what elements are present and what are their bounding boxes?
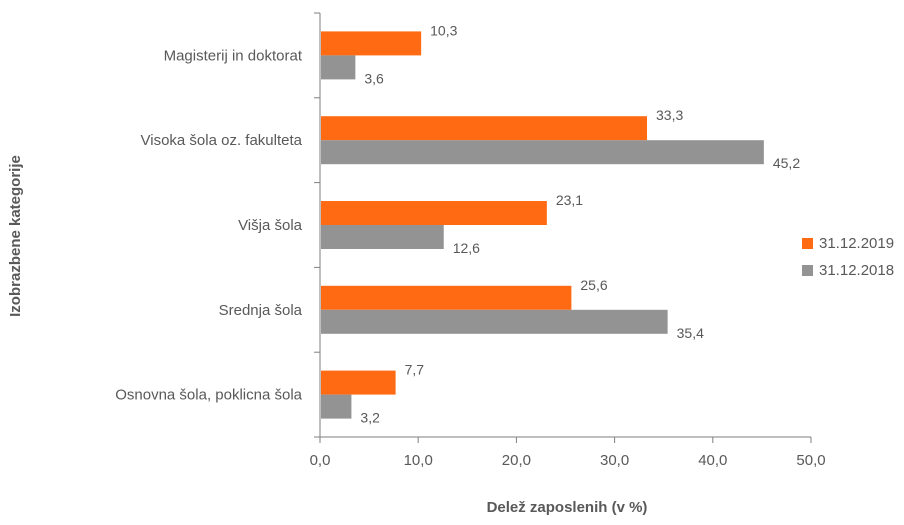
legend-swatch	[802, 265, 813, 276]
legend-label: 31.12.2018	[819, 262, 894, 279]
data-label: 35,4	[677, 325, 704, 341]
x-tick-label: 0,0	[310, 452, 331, 469]
y-axis-title: Izobrazbene kategorije	[7, 155, 24, 317]
category-label: Magisterij in doktorat	[164, 47, 303, 64]
data-label: 33,3	[656, 107, 683, 123]
category-label: Srednja šola	[219, 302, 303, 319]
bar	[321, 309, 668, 334]
data-label: 25,6	[580, 277, 607, 293]
legend-swatch	[802, 238, 813, 249]
bar	[321, 394, 352, 419]
data-label: 7,7	[405, 362, 425, 378]
bar	[321, 140, 764, 165]
category-label: Višja šola	[238, 217, 303, 234]
data-label: 23,1	[556, 192, 583, 208]
x-axis-title: Delež zaposlenih (v %)	[487, 499, 648, 516]
category-label: Osnovna šola, poklicna šola	[115, 387, 302, 404]
x-tick-label: 50,0	[796, 452, 825, 469]
x-tick-label: 20,0	[502, 452, 531, 469]
legend-label: 31.12.2019	[819, 235, 894, 252]
bar	[321, 31, 422, 56]
x-tick-label: 30,0	[600, 452, 629, 469]
x-tick-label: 40,0	[698, 452, 727, 469]
data-label: 3,6	[364, 70, 384, 86]
data-label: 45,2	[773, 155, 800, 171]
plot-area: 0,0 10,0 20,0 30,0 40,0 50,0 Magisterij in dok…	[115, 12, 894, 469]
data-label: 10,3	[430, 22, 457, 38]
x-tick-label: 10,0	[404, 452, 433, 469]
bar	[321, 55, 356, 80]
bar	[321, 116, 648, 141]
bar	[321, 370, 396, 395]
bar	[321, 225, 444, 249]
category-label: Visoka šola oz. fakulteta	[141, 132, 303, 149]
bar	[321, 201, 547, 225]
data-label: 3,2	[360, 410, 380, 426]
bar	[321, 285, 572, 310]
data-label: 12,6	[453, 240, 480, 256]
